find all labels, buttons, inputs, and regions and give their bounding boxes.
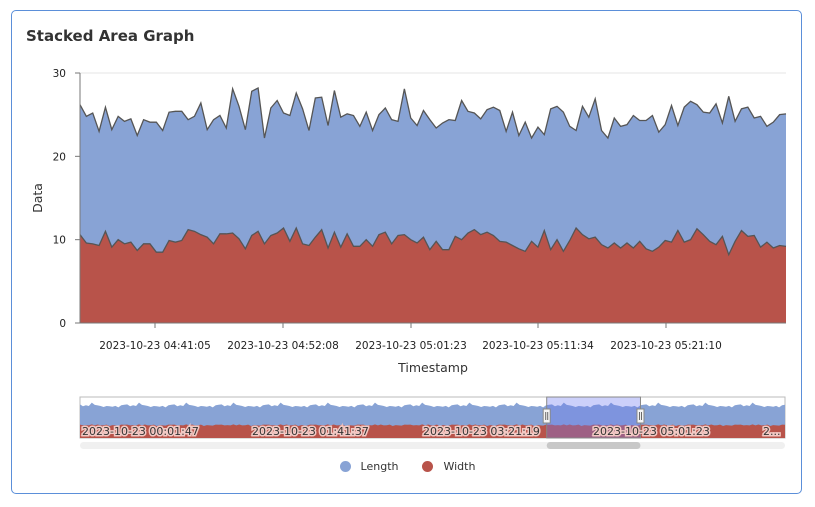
area-width [80,228,786,323]
navigator[interactable]: 2023-10-23 00:01:47 2023-10-23 01:41:37 20… [79,396,786,449]
x-tick-label: 2023-10-23 04:52:08 [227,340,339,352]
y-tick-label: 0 [59,318,66,330]
navigator-handle-right[interactable] [636,408,645,424]
x-tick-label: 2023-10-23 05:11:34 [482,340,594,352]
chart-title: Stacked Area Graph [26,27,195,45]
legend-label-width: Width [443,460,476,473]
navigator-handle-left[interactable] [542,408,551,424]
x-tick-label: 2023-10-23 04:41:05 [99,340,211,352]
navigator-scrollbar-track[interactable] [80,442,785,449]
navigator-label: 2023-10-23 00:01:47 [82,425,199,438]
chart-card [11,10,802,494]
navigator-area-width [80,424,785,438]
legend-label-length: Length [360,460,399,473]
legend-marker-width [422,461,434,472]
y-tick-label: 30 [53,68,66,80]
legend: Length Width [0,460,815,473]
y-tick-label: 10 [53,235,66,247]
line-length [79,86,787,140]
y-tick-label: 20 [53,151,66,163]
area-length [80,88,786,255]
line-width [79,226,787,257]
legend-item-length[interactable]: Length [339,460,399,473]
x-tick-label: 2023-10-23 05:01:23 [355,340,467,352]
navigator-label: 2023-10-23 03:21:19 [423,425,540,438]
legend-item-width[interactable]: Width [422,460,475,473]
x-axis-label: Timestamp [397,360,468,375]
legend-marker-length [339,461,351,472]
navigator-label: 2023-10-23 05:01:23 [593,425,710,438]
navigator-selection[interactable] [546,396,641,439]
navigator-label: 2023-10-23 01:41:37 [252,425,369,438]
navigator-scrollbar-thumb[interactable] [546,442,641,449]
y-axis-label: Data [30,183,45,213]
navigator-label: 2... [763,425,781,438]
x-tick-label: 2023-10-23 05:21:10 [610,340,722,352]
